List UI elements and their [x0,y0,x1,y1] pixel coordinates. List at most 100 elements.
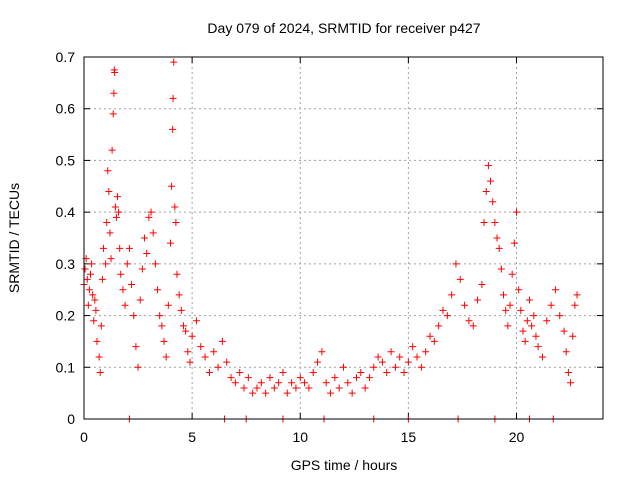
data-point [340,363,347,371]
data-point [201,353,209,361]
data-point [108,146,116,154]
data-point [469,322,477,330]
data-point [90,317,98,325]
data-point [562,348,570,356]
data-point [99,244,107,252]
y-tick-label: 0.6 [56,101,76,117]
data-point [179,322,187,330]
data-point [184,348,192,356]
data-point [175,291,183,299]
data-point [103,218,111,226]
data-point [104,167,112,175]
data-point [85,286,93,294]
data-point [214,363,222,371]
data-point [305,384,313,392]
data-point [115,208,123,216]
data-point [141,234,149,242]
data-point [504,322,512,330]
data-point [482,187,490,195]
data-point [515,286,523,294]
data-point [426,332,434,340]
data-point [147,208,155,216]
data-point [188,332,196,340]
data-point [253,384,261,392]
data-point [231,379,239,387]
data-point [452,260,460,268]
data-point [348,389,356,397]
data-point [143,250,151,258]
x-tick-label: 0 [80,429,88,445]
data-point [162,353,170,361]
data-point [121,301,129,309]
data-point [361,384,369,392]
y-tick-labels: 0 0.1 0.2 0.3 0.4 0.5 0.6 0.7 [56,49,76,427]
x-tick-label: 10 [292,429,308,445]
data-point [556,312,564,320]
data-point [435,322,443,330]
y-tick-label: 0.2 [56,308,76,324]
data-point [547,301,555,309]
data-point [495,244,503,252]
data-point [117,270,125,278]
data-point [275,379,283,387]
data-point [474,296,482,304]
data-point [173,270,181,278]
data-point [244,374,252,382]
data-point [331,374,339,382]
data-point [111,69,119,77]
data-point [81,265,89,273]
data-point [409,343,417,351]
data-point [569,332,577,340]
data-point [318,348,326,356]
data-point [365,374,373,382]
data-point [519,327,527,335]
data-point [197,343,205,351]
data-point [240,384,248,392]
data-point [448,291,456,299]
data-point [378,358,386,366]
data-point [227,374,235,382]
data-point [266,374,274,382]
data-point [136,296,144,304]
data-point [134,363,142,371]
data-point [508,270,516,278]
data-point [145,213,153,221]
data-point [107,255,115,263]
data-point [112,213,120,221]
data-point [491,218,499,226]
data-point [564,368,572,376]
data-point [493,234,501,242]
data-point [151,260,159,268]
data-point [480,218,488,226]
data-point [500,291,508,299]
data-point [383,368,391,376]
data-point [327,389,335,397]
data-point [111,203,119,211]
data-point [506,301,514,309]
data-point [110,89,118,97]
data-point [168,182,176,190]
data-point [497,265,505,273]
data-point [357,368,365,376]
data-point [91,296,99,304]
data-point [128,281,136,289]
data-point [125,244,133,252]
data-point [296,374,304,382]
data-point [105,187,113,195]
data-point [236,368,244,376]
data-point [344,379,352,387]
data-point [98,275,106,283]
data-point [138,265,146,273]
data-point [502,306,510,314]
data-point [417,363,425,371]
y-tick-label: 0 [67,411,75,427]
data-point [249,389,257,397]
data-point [172,218,180,226]
data-point [154,286,162,294]
data-point [430,337,438,345]
data-point [387,348,395,356]
data-point [86,270,94,278]
data-point [114,193,122,201]
data-point [132,343,140,351]
data-point [279,368,287,376]
